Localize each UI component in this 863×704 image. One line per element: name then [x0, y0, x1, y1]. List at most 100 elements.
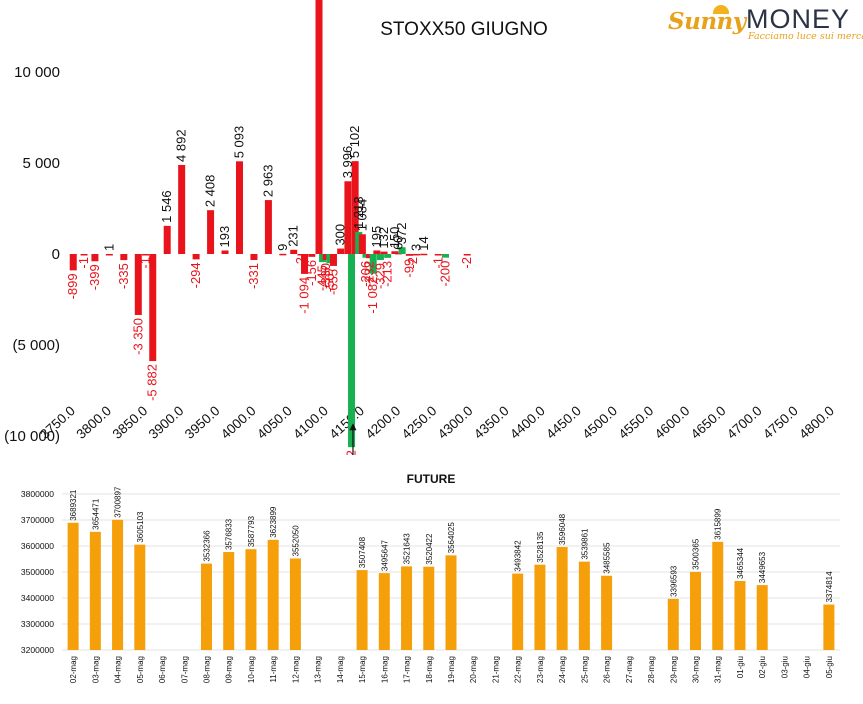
data-label: 3396593 — [669, 565, 678, 597]
bar — [142, 254, 150, 256]
bar — [245, 549, 257, 650]
bar — [80, 254, 88, 256]
bar — [319, 254, 327, 263]
x-tick-label: 25-mag — [580, 656, 589, 683]
x-tick-label: 4000.0 — [218, 403, 259, 442]
y-tick-label: 0 — [52, 246, 60, 263]
bar — [105, 253, 113, 256]
logo-money-text: MONEY — [746, 4, 851, 34]
data-label: -99 — [401, 259, 416, 278]
x-tick-label: 27-mag — [625, 656, 634, 683]
bar — [267, 539, 279, 650]
data-label: -330 — [318, 263, 333, 289]
bar — [326, 254, 334, 264]
x-tick-label: 08-mag — [202, 656, 211, 683]
x-tick-label: 20-mag — [469, 656, 478, 683]
data-label: -3 350 — [130, 318, 145, 355]
bar — [401, 566, 413, 650]
y-tick-label: 5 000 — [22, 155, 60, 172]
data-label: -655 — [325, 269, 340, 295]
data-label: 3465344 — [736, 547, 745, 579]
bar — [235, 161, 243, 254]
data-label: -1 — [430, 257, 445, 269]
x-tick-label: 07-mag — [180, 656, 189, 683]
bar — [442, 254, 449, 258]
bar — [578, 561, 590, 650]
y-tick-label: (5 000) — [12, 337, 60, 354]
bar — [178, 164, 186, 254]
data-label: -1 082 — [365, 277, 380, 314]
x-tick-label: 22-mag — [514, 656, 523, 683]
x-tick-label: 4300.0 — [435, 403, 476, 442]
data-label: 3532366 — [202, 530, 211, 562]
x-tick-label: 18-mag — [425, 656, 434, 683]
data-label: 1 084 — [354, 199, 369, 232]
annotation-arrow — [349, 423, 357, 455]
y-tick-label: 3700000 — [21, 515, 54, 525]
x-tick-label: 4800.0 — [796, 403, 837, 442]
bar — [405, 254, 413, 256]
x-tick-label: 4400.0 — [507, 403, 548, 442]
bar — [358, 234, 366, 254]
x-tick-label: 31-mag — [714, 656, 723, 683]
data-label: 1 213 — [351, 196, 366, 229]
bar — [378, 573, 390, 650]
bar — [329, 254, 337, 266]
data-label: 193 — [217, 226, 232, 248]
bar — [395, 252, 403, 255]
bar — [380, 251, 388, 254]
bar — [134, 544, 146, 650]
y-tick-label: (10 000) — [4, 428, 60, 445]
x-tick-label: 16-mag — [380, 656, 389, 683]
bar — [221, 250, 229, 254]
data-label: 5 093 — [231, 126, 246, 159]
y-tick-label: 3400000 — [21, 593, 54, 603]
x-tick-label: 4350.0 — [471, 403, 512, 442]
data-label: -1 — [138, 257, 153, 269]
bar — [69, 254, 77, 271]
bar — [290, 249, 298, 254]
data-label: -399 — [87, 264, 102, 290]
data-label: -1 094 — [297, 277, 312, 314]
data-label: 3605103 — [136, 511, 145, 543]
x-tick-label: 4250.0 — [399, 403, 440, 442]
bar — [409, 254, 417, 256]
x-tick-label: 06-mag — [158, 656, 167, 683]
data-label: 3485585 — [603, 542, 612, 574]
x-tick-label: 4150.0 — [326, 403, 367, 442]
data-label: 3596048 — [558, 513, 567, 545]
x-tick-label: 3950.0 — [182, 403, 223, 442]
data-label: 195 — [369, 226, 384, 248]
data-label: 3615899 — [714, 508, 723, 540]
data-label: 132 — [376, 227, 391, 249]
bar — [823, 604, 835, 650]
x-tick-label: 28-mag — [647, 656, 656, 683]
bar — [120, 254, 128, 261]
data-label: 3623899 — [269, 506, 278, 538]
x-tick-label: 11-mag — [269, 656, 278, 683]
data-label: 3449653 — [758, 551, 767, 583]
bar — [264, 200, 272, 254]
data-label: 2 963 — [260, 165, 275, 198]
data-label: -2 — [459, 257, 474, 269]
x-tick-label: 30-mag — [692, 656, 701, 683]
data-label: -5 882 — [145, 364, 160, 401]
data-label: -445 — [315, 265, 330, 291]
x-tick-label: 4050.0 — [254, 403, 295, 442]
x-tick-label: 4700.0 — [724, 403, 765, 442]
bar — [384, 254, 392, 258]
data-label: 3654471 — [91, 498, 100, 530]
x-tick-label: 09-mag — [225, 656, 234, 683]
x-tick-label: 21-mag — [491, 656, 500, 683]
x-tick-label: 02-giu — [758, 656, 767, 678]
data-label: -206 — [358, 261, 373, 287]
data-label: 60 — [391, 235, 406, 249]
x-tick-label: 3900.0 — [146, 403, 187, 442]
data-label: 3539861 — [580, 528, 589, 560]
bar — [344, 181, 352, 254]
data-label: 5 102 — [347, 126, 362, 159]
bar — [308, 254, 316, 257]
bar — [667, 598, 679, 650]
x-axis-ticks: 3750.03800.03850.03900.03950.04000.04050… — [37, 403, 837, 442]
